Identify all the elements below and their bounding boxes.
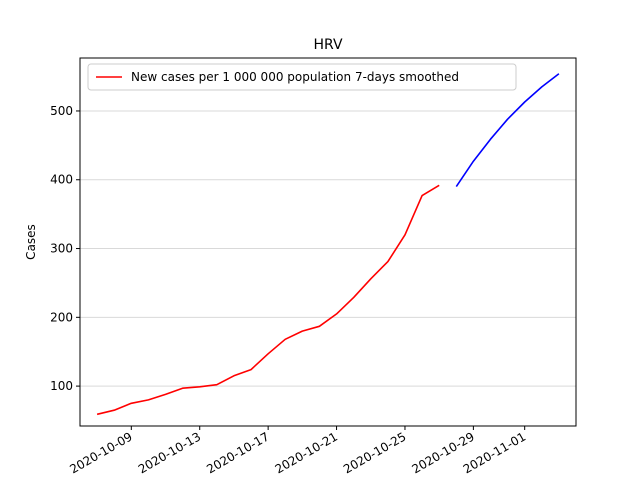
chart-title: HRV: [313, 37, 342, 53]
legend: New cases per 1 000 000 population 7-day…: [87, 63, 517, 91]
y-axis-label: Cases: [24, 224, 38, 260]
y-axis: 100 200 300 400 500: [50, 104, 80, 393]
y-tick-label: 300: [50, 242, 73, 256]
y-tick-label: 200: [50, 310, 73, 324]
y-tick-label: 100: [50, 379, 73, 393]
plot-frame: [79, 57, 577, 427]
legend-box: [87, 63, 517, 91]
series-layer: [96, 73, 560, 416]
legend-label: New cases per 1 000 000 population 7-day…: [131, 70, 459, 84]
series-line-1: [455, 73, 560, 188]
y-tick-label: 500: [50, 104, 73, 118]
series-line-0: [96, 184, 440, 416]
gridlines: [80, 110, 576, 387]
y-tick-label: 400: [50, 173, 73, 187]
